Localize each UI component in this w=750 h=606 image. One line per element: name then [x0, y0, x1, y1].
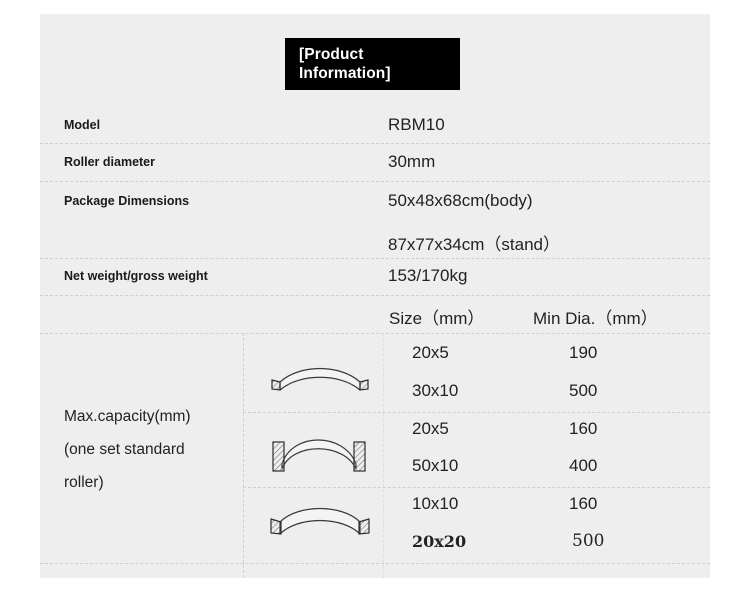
page-title-line-2: Information] [299, 65, 391, 82]
row-divider [40, 295, 710, 296]
spec-label-model: Model [64, 118, 101, 132]
capacity-size-value: 50x10 [412, 456, 459, 475]
column-header-min-dia: Min Dia.（mm） [533, 309, 658, 328]
spec-panel [40, 14, 710, 578]
table-bottom-divider [40, 563, 710, 564]
group-divider [243, 487, 710, 488]
column-header-size: Size（mm） [389, 309, 485, 328]
spec-value-net-gross-weight: 153/170kg [388, 266, 468, 285]
group-divider [243, 412, 710, 413]
capacity-size-value: 20x5 [412, 419, 449, 438]
spec-label-net-gross-weight: Net weight/gross weight [64, 269, 208, 283]
tall-arch-bar-icon [266, 422, 374, 481]
capacity-label-line-2: (one set standard [64, 441, 185, 458]
page-title-line-1: [Product [299, 46, 364, 63]
capacity-size-value: 20x20 [412, 532, 467, 551]
thick-curved-bar-icon [266, 500, 374, 549]
capacity-min-dia-value: 400 [569, 456, 598, 475]
capacity-min-dia-value: 160 [569, 494, 598, 513]
spec-value-model: RBM10 [388, 115, 445, 134]
spec-value-roller-diameter: 30mm [388, 152, 436, 171]
row-divider [40, 333, 710, 334]
column-divider-icon-left [243, 333, 244, 578]
capacity-size-value: 30x10 [412, 381, 459, 400]
capacity-label-line-1: Max.capacity(mm) [64, 408, 191, 425]
capacity-label: Max.capacity(mm) (one set standard rolle… [64, 400, 239, 499]
capacity-min-dia-value: 500 [572, 531, 605, 551]
spec-label-roller-diameter: Roller diameter [64, 155, 156, 169]
spec-value-package-dimensions-body: 50x48x68cm(body) [388, 191, 533, 210]
row-divider [40, 143, 710, 144]
capacity-size-value: 10x10 [412, 494, 459, 513]
spec-label-package-dimensions: Package Dimensions [64, 194, 190, 208]
capacity-label-line-3: roller) [64, 474, 104, 491]
spec-value-package-dimensions-stand: 87x77x34cm（stand） [388, 235, 560, 254]
row-divider [40, 181, 710, 182]
capacity-min-dia-value: 500 [569, 381, 598, 400]
row-divider [40, 258, 710, 259]
flat-curved-bar-icon [266, 360, 374, 405]
column-divider-icon-right [383, 333, 384, 578]
capacity-size-value: 20x5 [412, 343, 449, 362]
capacity-min-dia-value: 190 [569, 343, 598, 362]
page-title: [Product Information] [285, 38, 460, 90]
capacity-min-dia-value: 160 [569, 419, 598, 438]
